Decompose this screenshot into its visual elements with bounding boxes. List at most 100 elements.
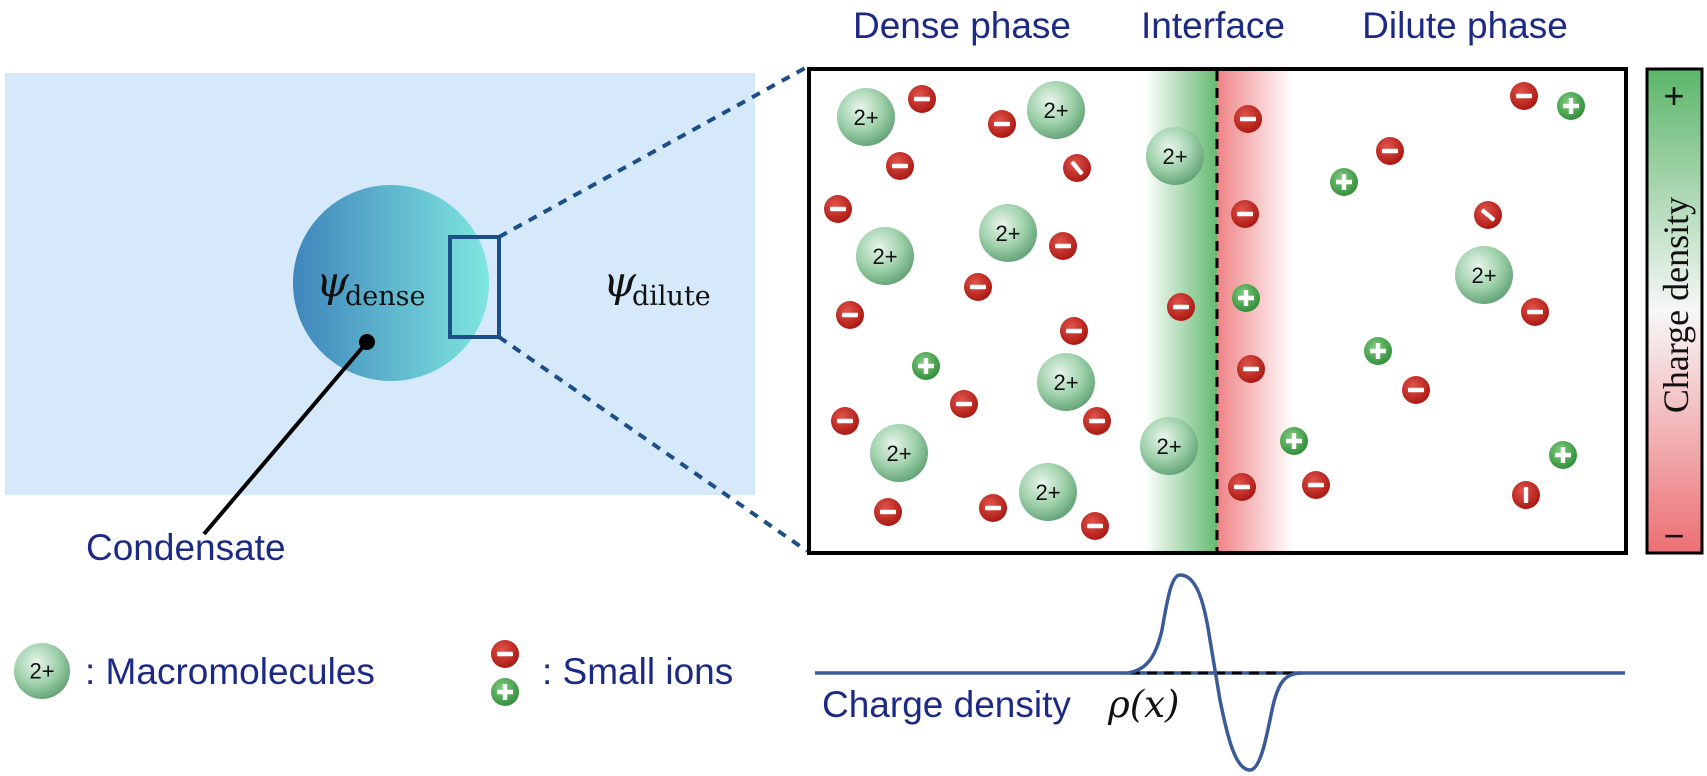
legend-small-ions-label: : Small ions — [542, 651, 733, 692]
minus-sign-icon — [842, 312, 858, 318]
minus-sign-icon — [1237, 211, 1253, 217]
macromolecule: 2+ — [1037, 353, 1095, 411]
condensate-pointer-line — [202, 340, 369, 536]
zoom-panel-frame — [807, 67, 1628, 555]
minus-sign-icon — [1480, 208, 1496, 222]
minus-sign-icon — [1173, 304, 1189, 310]
minus-sign-icon — [985, 505, 1001, 511]
psi-dense-symbol: ψ — [316, 257, 350, 306]
psi-dilute-symbol: ψ — [603, 257, 637, 306]
header-dense-phase: Dense phase — [853, 5, 1071, 46]
macromolecule-body — [14, 643, 70, 699]
macromolecule-body — [1037, 353, 1095, 411]
legend-macromolecules-label: : Macromolecules — [85, 651, 375, 692]
colorbar-title: Charge density — [1656, 197, 1696, 413]
charge-density-curve — [1127, 573, 1303, 772]
profile-label-rho: ρ(x) — [1107, 683, 1180, 726]
minus-sign-icon — [1382, 148, 1398, 154]
macromolecule: 2+ — [1140, 417, 1198, 475]
negative-ion — [1512, 481, 1540, 509]
negative-ion — [1083, 407, 1111, 435]
macromolecule-charge-label: 2+ — [1162, 144, 1187, 169]
minus-sign-icon — [994, 121, 1010, 127]
zoom-region-box — [448, 235, 501, 339]
minus-sign-icon — [1070, 160, 1084, 176]
negative-ion — [1231, 200, 1259, 228]
macromolecule: 2+ — [1455, 246, 1513, 304]
negative-ion — [1302, 471, 1330, 499]
minus-sign-icon — [1516, 93, 1532, 99]
minus-sign-icon — [1066, 328, 1082, 334]
condensate-label: Condensate — [86, 527, 286, 568]
negative-ion — [1060, 317, 1088, 345]
negative-ion — [824, 195, 852, 223]
macromolecule-charge-label: 2+ — [1043, 98, 1068, 123]
plus-sign-icon — [1563, 98, 1580, 115]
macromolecule: 2+ — [1146, 127, 1204, 185]
positive-ion — [1280, 427, 1308, 455]
positive-ion — [912, 352, 940, 380]
particles-layer: 2+ 2+ 2+ 2+ 2+ 2+ 2+ 2+ 2+ 2+ — [824, 81, 1585, 540]
macromolecule-body — [1027, 81, 1085, 139]
minus-sign-icon — [1308, 482, 1324, 488]
psi-dilute-subscript: dilute — [632, 281, 711, 312]
macromolecule-charge-label: 2+ — [1053, 370, 1078, 395]
minus-sign-icon — [497, 651, 513, 657]
negative-ion — [1376, 137, 1404, 165]
legend-macromolecule-icon: 2+ — [14, 643, 70, 699]
colorbar-minus-label: − — [1663, 515, 1684, 556]
negative-ion — [831, 407, 859, 435]
colorbar-plus-label: + — [1663, 75, 1684, 116]
minus-sign-icon — [1523, 487, 1529, 503]
minus-sign-icon — [970, 284, 986, 290]
plus-sign-icon — [1286, 433, 1303, 449]
negative-ion — [908, 85, 936, 113]
legend-positive-ion-icon — [491, 678, 519, 706]
plus-sign-icon — [497, 684, 513, 700]
negative-ion — [988, 110, 1016, 138]
negative-ion — [886, 152, 914, 180]
negative-ion — [1063, 154, 1091, 182]
positive-ion — [1549, 441, 1577, 469]
psi-dense-label: ψ dense — [316, 257, 426, 312]
macromolecule: 2+ — [1019, 463, 1077, 521]
minus-sign-icon — [914, 96, 930, 102]
negative-ion — [1167, 293, 1195, 321]
negative-ion — [1234, 105, 1262, 133]
macromolecule: 2+ — [1027, 81, 1085, 139]
macromolecule-body — [870, 424, 928, 482]
psi-dilute-label: ψ dilute — [603, 257, 711, 312]
header-interface: Interface — [1141, 5, 1285, 46]
plus-sign-icon — [1370, 343, 1387, 359]
macromolecule: 2+ — [837, 88, 895, 146]
negative-ion — [1402, 376, 1430, 404]
zoom-line-top — [498, 65, 808, 239]
macromolecule: 2+ — [856, 227, 914, 285]
minus-sign-icon — [837, 418, 853, 424]
macromolecule-body — [837, 88, 895, 146]
condensate-droplet — [293, 185, 489, 381]
macromolecule-charge-label: 2+ — [995, 221, 1020, 246]
macromolecule-charge-label: 2+ — [872, 244, 897, 269]
minus-sign-icon — [1089, 418, 1105, 424]
negative-ion — [1510, 82, 1538, 110]
header-dilute-phase: Dilute phase — [1362, 5, 1568, 46]
profile-label-text: Charge density — [822, 684, 1071, 725]
minus-sign-icon — [892, 163, 908, 169]
zoom-line-bottom — [497, 335, 809, 553]
macromolecule-charge-label: 2+ — [1156, 434, 1181, 459]
minus-sign-icon — [1234, 484, 1250, 490]
minus-sign-icon — [830, 206, 846, 212]
minus-sign-icon — [1055, 243, 1071, 249]
positive-ion — [1232, 284, 1260, 312]
plus-sign-icon — [1238, 290, 1255, 306]
negative-ion — [1081, 512, 1109, 540]
positive-ion — [1330, 168, 1358, 196]
macromolecule-charge-label: 2+ — [29, 659, 54, 684]
macromolecule-body — [979, 204, 1037, 262]
profile-label: Charge density ρ(x) — [822, 683, 1180, 726]
legend-negative-ion-icon — [491, 640, 519, 668]
plus-sign-icon — [1555, 447, 1572, 463]
minus-sign-icon — [1087, 523, 1103, 529]
